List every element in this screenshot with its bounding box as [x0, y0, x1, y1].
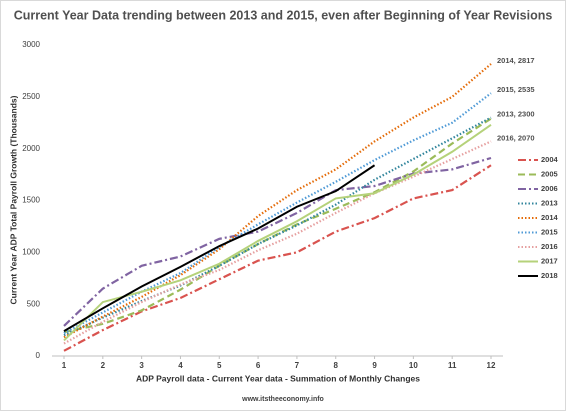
x-tick-label: 9: [372, 361, 377, 370]
legend-label: 2013: [541, 198, 558, 207]
y-tick-label: 3000: [22, 40, 40, 49]
legend-label: 2006: [541, 184, 558, 193]
x-tick-label: 12: [487, 361, 496, 370]
legend-label: 2004: [541, 155, 559, 164]
x-tick-label: 5: [217, 361, 222, 370]
point-annotation: 2015, 2535: [497, 85, 535, 94]
point-annotation: 2013, 2300: [497, 110, 535, 119]
series-line: [63, 140, 492, 345]
y-tick-label: 1000: [22, 247, 40, 256]
x-tick-label: 4: [178, 361, 183, 370]
x-tick-label: 2: [101, 361, 106, 370]
y-tick-label: 2500: [22, 92, 40, 101]
series-line: [63, 156, 492, 327]
x-tick-label: 1: [62, 361, 67, 370]
legend-label: 2005: [541, 169, 558, 178]
series-line: [63, 164, 376, 332]
series-line: [63, 117, 492, 334]
x-tick-label: 6: [256, 361, 261, 370]
y-axis-label: Current Year ADP Total Payroll Growth (T…: [8, 95, 18, 304]
series-line: [63, 63, 492, 339]
series-line: [63, 164, 492, 352]
legend-label: 2016: [541, 242, 558, 251]
series-line: [63, 116, 492, 337]
y-tick-label: 1500: [22, 196, 40, 205]
y-tick-label: 0: [36, 351, 41, 360]
x-tick-label: 10: [409, 361, 418, 370]
legend-label: 2017: [541, 256, 558, 265]
series-line: [63, 124, 492, 342]
x-tick-label: 7: [295, 361, 300, 370]
point-annotation: 2014, 2817: [497, 56, 535, 65]
legend-label: 2018: [541, 271, 558, 280]
series-line: [63, 92, 492, 335]
legend-label: 2015: [541, 227, 558, 236]
point-annotation: 2016, 2070: [497, 133, 535, 142]
footer: www.itstheeconomy.info: [241, 396, 324, 403]
x-axis-label: ADP Payroll data - Current Year data - S…: [136, 373, 420, 383]
x-tick-label: 11: [448, 361, 457, 370]
x-tick-label: 3: [139, 361, 144, 370]
y-tick-label: 2000: [22, 144, 40, 153]
x-tick-label: 8: [334, 361, 339, 370]
chart-title: Current Year Data trending between 2013 …: [14, 8, 553, 22]
legend-label: 2014: [541, 213, 559, 222]
y-tick-label: 500: [27, 299, 41, 308]
